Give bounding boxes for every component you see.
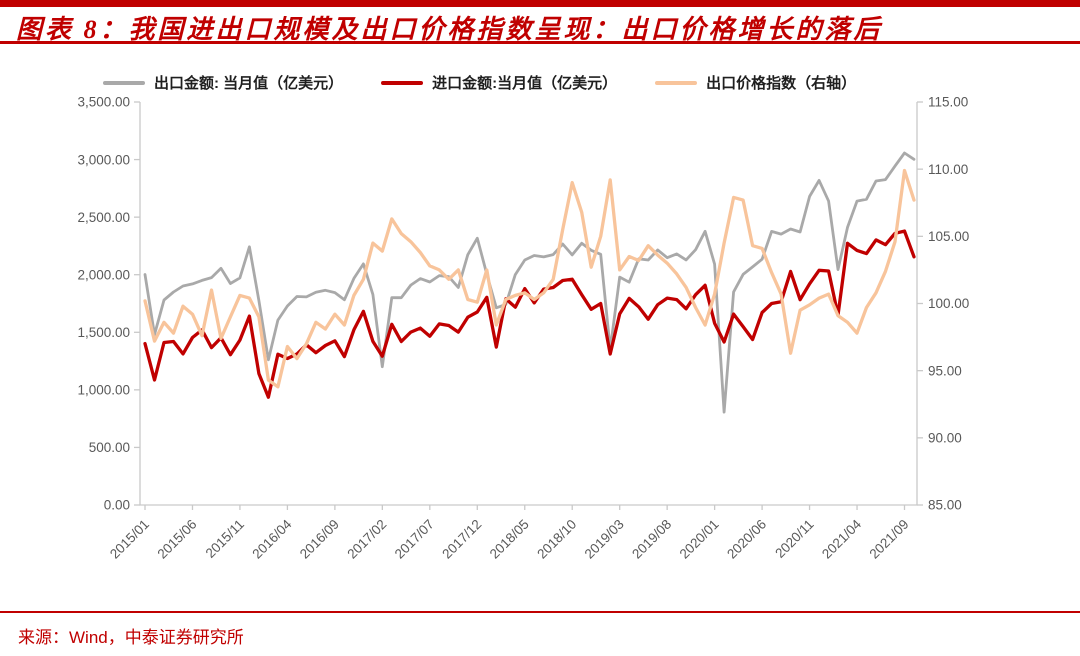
figure-title: 图表 8：我国进出口规模及出口价格指数呈现：出口价格增长的落后	[16, 15, 883, 44]
svg-text:2016/09: 2016/09	[297, 517, 342, 562]
svg-text:2,000.00: 2,000.00	[77, 267, 130, 282]
svg-text:2016/04: 2016/04	[249, 516, 294, 561]
svg-text:110.00: 110.00	[928, 162, 968, 177]
svg-text:85.00: 85.00	[928, 498, 962, 513]
price-index-line-swatch-icon	[655, 80, 698, 85]
svg-text:105.00: 105.00	[928, 229, 969, 244]
svg-text:115.00: 115.00	[928, 95, 968, 110]
svg-text:2015/11: 2015/11	[203, 517, 247, 561]
svg-text:2018/05: 2018/05	[487, 517, 532, 562]
svg-text:1,500.00: 1,500.00	[77, 325, 130, 340]
legend-label-import: 进口金额:当月值（亿美元）	[432, 75, 618, 92]
legend-label-export: 出口金额: 当月值（亿美元）	[154, 75, 344, 92]
legend-item-price-index: 出口价格指数（右轴）	[655, 72, 856, 93]
import-line-swatch-icon	[381, 80, 424, 85]
chart-legend: 出口金额: 当月值（亿美元） 进口金额:当月值（亿美元） 出口价格指数（右轴）	[103, 72, 856, 93]
svg-text:0.00: 0.00	[104, 498, 130, 513]
svg-text:2017/07: 2017/07	[392, 517, 437, 562]
svg-text:2019/08: 2019/08	[629, 517, 674, 562]
svg-text:2021/04: 2021/04	[819, 516, 864, 561]
svg-text:2017/02: 2017/02	[344, 517, 389, 562]
title-divider-line	[0, 41, 1080, 44]
svg-text:2,500.00: 2,500.00	[77, 210, 130, 225]
svg-text:2015/01: 2015/01	[107, 517, 152, 562]
footer-divider-line	[0, 611, 1080, 613]
legend-label-price-index: 出口价格指数（右轴）	[706, 75, 857, 92]
svg-text:1,000.00: 1,000.00	[77, 383, 130, 398]
svg-text:95.00: 95.00	[928, 363, 962, 378]
svg-text:90.00: 90.00	[928, 431, 962, 446]
svg-text:2020/11: 2020/11	[772, 517, 816, 561]
export-line-swatch-icon	[103, 80, 145, 85]
svg-text:500.00: 500.00	[89, 440, 130, 455]
svg-text:3,500.00: 3,500.00	[77, 95, 130, 110]
legend-item-export: 出口金额: 当月值（亿美元）	[103, 72, 343, 93]
svg-text:2015/06: 2015/06	[154, 517, 199, 562]
source-note: 来源：Wind，中泰证券研究所	[18, 628, 244, 647]
legend-item-import: 进口金额:当月值（亿美元）	[381, 72, 617, 93]
svg-text:100.00: 100.00	[928, 296, 969, 311]
svg-text:3,000.00: 3,000.00	[77, 152, 130, 167]
svg-text:2020/06: 2020/06	[724, 517, 769, 562]
svg-text:2018/10: 2018/10	[534, 517, 579, 562]
svg-text:2020/01: 2020/01	[677, 517, 722, 562]
svg-text:2019/03: 2019/03	[582, 517, 627, 562]
svg-text:2017/12: 2017/12	[439, 517, 484, 562]
top-accent-bar	[0, 0, 1080, 7]
svg-text:2021/09: 2021/09	[867, 517, 912, 562]
